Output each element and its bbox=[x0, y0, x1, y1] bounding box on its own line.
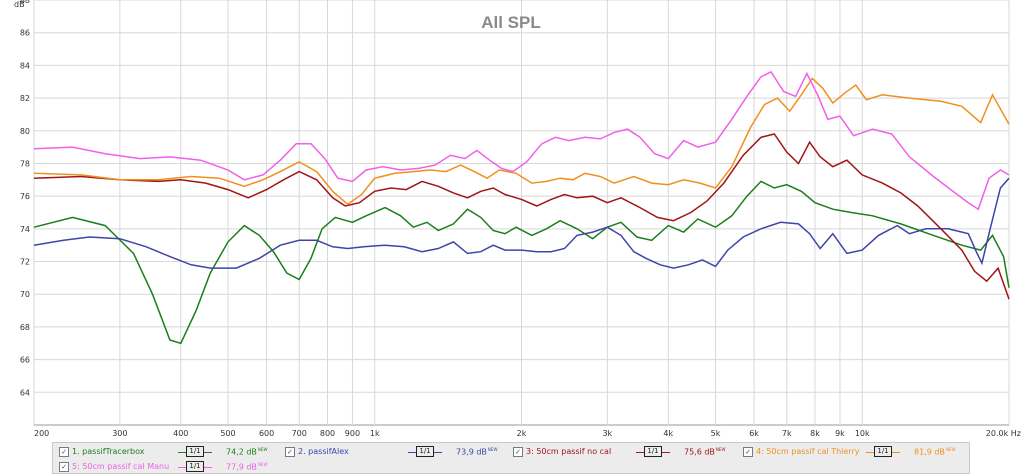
series-line-4 bbox=[33, 77, 1010, 206]
smoothing-label: 1/1 bbox=[186, 446, 204, 457]
smoothing-icon[interactable]: 1/1 bbox=[408, 446, 442, 457]
legend-checkbox[interactable]: ✓ bbox=[513, 446, 523, 457]
x-tick-label: 500 bbox=[220, 429, 235, 438]
legend-item-2: ✓ 2. passifAlex 1/1 73,9 dBNEW bbox=[285, 444, 497, 459]
x-tick-label: 6k bbox=[749, 429, 759, 438]
smoothing-label: 1/1 bbox=[416, 446, 434, 457]
smoothing-label: 1/1 bbox=[186, 461, 204, 472]
smoothing-label: 1/1 bbox=[874, 446, 892, 457]
y-tick-label: 70 bbox=[20, 290, 30, 299]
y-tick-label: 66 bbox=[20, 356, 30, 365]
legend-label: 5: 50cm passif cal Manu bbox=[72, 462, 170, 471]
legend-level: 74,2 dBNEW bbox=[226, 446, 268, 457]
y-tick-label: 86 bbox=[20, 29, 30, 38]
legend-label: 2. passifAlex bbox=[298, 447, 349, 456]
y-tick-label: 84 bbox=[20, 61, 30, 70]
legend-level-tag: NEW bbox=[257, 446, 268, 452]
y-tick-label: 88 bbox=[20, 0, 30, 5]
x-tick-label: 7k bbox=[782, 429, 792, 438]
y-tick-label: 80 bbox=[20, 127, 30, 136]
y-axis-unit: dB bbox=[14, 0, 25, 9]
spl-chart: 64 66 68 70 72 74 76 78 80 82 84 86 88 200 300 400 500 6… bbox=[14, 0, 1021, 438]
legend-level: 81,9 dBNEW bbox=[914, 446, 956, 457]
y-tick-label: 68 bbox=[20, 323, 30, 332]
legend-checkbox[interactable]: ✓ bbox=[285, 446, 295, 457]
x-tick-label: 1k bbox=[370, 429, 380, 438]
x-tick-label: 9k bbox=[835, 429, 845, 438]
x-tick-label: 800 bbox=[320, 429, 335, 438]
x-tick-label: 600 bbox=[259, 429, 274, 438]
legend: ✓ 1. passifTracerbox 1/1 74,2 dBNEW ✓ 2. pass… bbox=[52, 442, 970, 474]
series-line-3 bbox=[33, 133, 1010, 300]
y-axis: 64 66 68 70 72 74 76 78 80 82 84 86 88 bbox=[20, 0, 30, 397]
legend-label: 3: 50cm passif no cal bbox=[526, 447, 612, 456]
x-tick-label: 200 bbox=[34, 429, 49, 438]
smoothing-icon[interactable]: 1/1 bbox=[866, 446, 900, 457]
y-tick-label: 72 bbox=[20, 258, 30, 267]
x-tick-label: 300 bbox=[112, 429, 127, 438]
legend-level-tag: NEW bbox=[487, 446, 498, 452]
y-tick-label: 74 bbox=[20, 225, 30, 234]
smoothing-icon[interactable]: 1/1 bbox=[636, 446, 670, 457]
x-tick-label: 2k bbox=[517, 429, 527, 438]
series-line-2 bbox=[33, 177, 1010, 269]
x-tick-label: 700 bbox=[292, 429, 307, 438]
x-tick-label: 900 bbox=[345, 429, 360, 438]
legend-checkbox[interactable]: ✓ bbox=[59, 461, 69, 472]
legend-label: 4: 50cm passif cal Thierry bbox=[756, 447, 860, 456]
x-tick-label: 3k bbox=[602, 429, 612, 438]
y-tick-label: 78 bbox=[20, 159, 30, 168]
x-tick-label: 400 bbox=[173, 429, 188, 438]
x-tick-label: 8k bbox=[810, 429, 820, 438]
y-tick-label: 64 bbox=[20, 388, 30, 397]
legend-level: 73,9 dBNEW bbox=[456, 446, 498, 457]
series-line-5 bbox=[33, 70, 1010, 211]
x-tick-label: 20.0k Hz bbox=[986, 429, 1021, 438]
legend-level-tag: NEW bbox=[715, 446, 726, 452]
smoothing-icon[interactable]: 1/1 bbox=[178, 446, 212, 457]
series-lines bbox=[33, 70, 1010, 345]
legend-checkbox[interactable]: ✓ bbox=[743, 446, 753, 457]
x-tick-label: 10k bbox=[855, 429, 870, 438]
x-axis: 200 300 400 500 600 700 800 900 1k 2k 3k 4k 5k 6k 7k 8k… bbox=[34, 429, 1021, 438]
legend-level-tag: NEW bbox=[257, 461, 268, 467]
smoothing-icon[interactable]: 1/1 bbox=[178, 461, 212, 472]
smoothing-label: 1/1 bbox=[644, 446, 662, 457]
x-tick-label: 4k bbox=[663, 429, 673, 438]
legend-level: 75,6 dBNEW bbox=[684, 446, 726, 457]
legend-level: 77,9 dBNEW bbox=[226, 461, 268, 472]
legend-item-5: ✓ 5: 50cm passif cal Manu 1/1 77,9 dBNEW bbox=[59, 459, 267, 474]
legend-label: 1. passifTracerbox bbox=[72, 447, 145, 456]
legend-level-tag: NEW bbox=[945, 446, 956, 452]
legend-item-4: ✓ 4: 50cm passif cal Thierry 1/1 81,9 dBNEW bbox=[743, 444, 955, 459]
y-tick-label: 76 bbox=[20, 192, 30, 201]
series-line-1 bbox=[33, 180, 1010, 345]
legend-item-1: ✓ 1. passifTracerbox 1/1 74,2 dBNEW bbox=[59, 444, 267, 459]
legend-checkbox[interactable]: ✓ bbox=[59, 446, 69, 457]
legend-item-3: ✓ 3: 50cm passif no cal 1/1 75,6 dBNEW bbox=[513, 444, 725, 459]
x-tick-label: 5k bbox=[711, 429, 721, 438]
chart-title: All SPL bbox=[481, 13, 541, 32]
y-tick-label: 82 bbox=[20, 94, 30, 103]
